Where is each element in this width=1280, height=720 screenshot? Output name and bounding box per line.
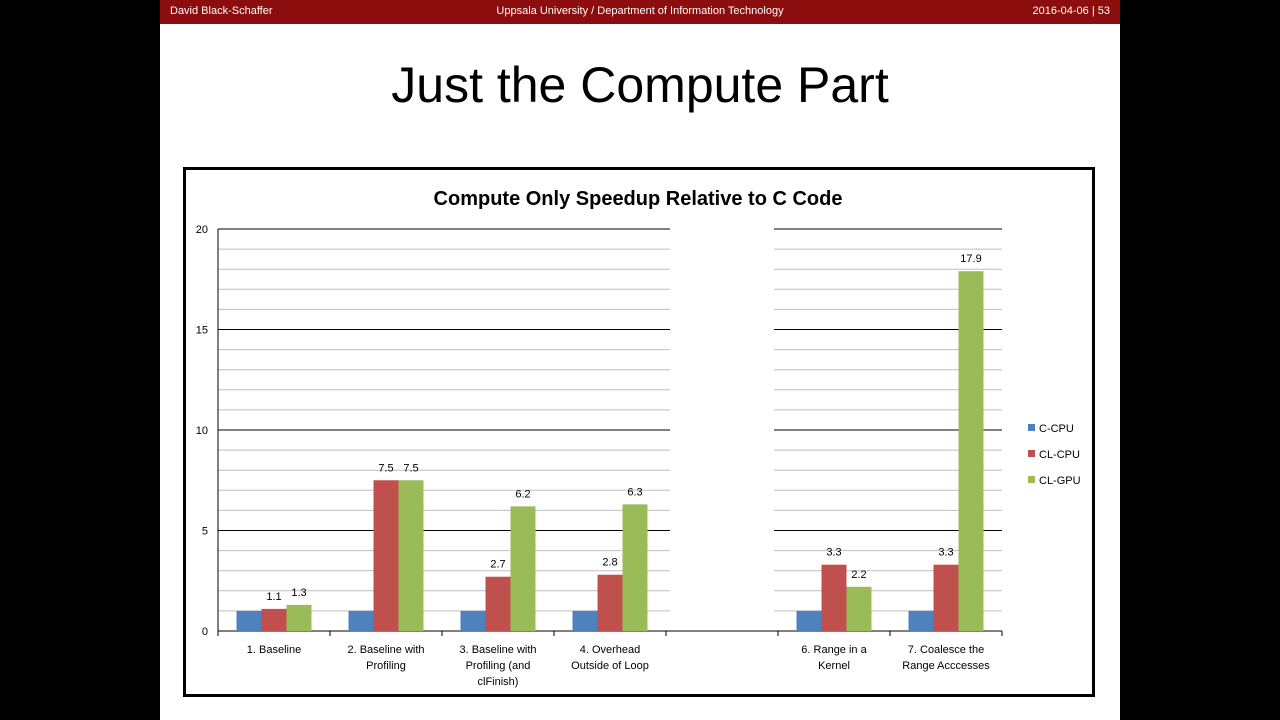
- legend-label-c-cpu: C-CPU: [1039, 423, 1074, 435]
- slide: David Black-Schaffer Uppsala University …: [160, 0, 1120, 720]
- x-category-label: 3. Baseline with Profiling (and clFinish): [459, 644, 536, 688]
- bar-cl-cpu: [821, 564, 847, 631]
- bar-cl-gpu: [286, 604, 312, 631]
- y-tick-label: 5: [202, 526, 208, 538]
- bar-cl-gpu: [622, 504, 648, 631]
- data-label: 17.9: [960, 253, 981, 265]
- header-bar: David Black-Schaffer Uppsala University …: [160, 0, 1120, 24]
- data-label: 1.1: [266, 591, 281, 603]
- y-tick-label: 0: [202, 626, 208, 638]
- bar-c-cpu: [348, 610, 374, 631]
- legend-label-cl-cpu: CL-CPU: [1039, 449, 1080, 461]
- author-name: David Black-Schaffer: [170, 5, 273, 17]
- data-label: 2.7: [490, 559, 505, 571]
- data-label: 6.2: [515, 488, 530, 500]
- x-category-label: 2. Baseline with Profiling: [347, 644, 424, 672]
- data-label: 3.3: [938, 547, 953, 559]
- data-label: 1.3: [291, 587, 306, 599]
- legend-swatch-c-cpu: [1028, 424, 1035, 431]
- data-label: 2.2: [851, 569, 866, 581]
- bar-chart: Compute Only Speedup Relative to C Code 0…: [196, 188, 1081, 688]
- bar-cl-cpu: [261, 608, 287, 631]
- chart-frame: Compute Only Speedup Relative to C Code 0…: [183, 167, 1095, 697]
- bar-cl-gpu: [510, 506, 536, 631]
- y-tick-label: 15: [196, 325, 208, 337]
- date-page-number: 2016-04-06 | 53: [1032, 5, 1110, 17]
- data-label: 2.8: [602, 557, 617, 569]
- bar-cl-gpu: [846, 586, 872, 631]
- x-category-label: 7. Coalesce the Range Acccesses: [902, 644, 990, 672]
- x-category-label: 4. Overhead Outside of Loop: [571, 644, 649, 672]
- chart-title: Compute Only Speedup Relative to C Code: [434, 188, 843, 210]
- legend-swatch-cl-cpu: [1028, 450, 1035, 457]
- bar-cl-cpu: [933, 564, 959, 631]
- x-category-label: 6. Range in a Kernel: [801, 644, 867, 672]
- data-label: 6.3: [627, 486, 642, 498]
- empty-category-gap: [670, 228, 774, 632]
- y-tick-label: 20: [196, 224, 208, 236]
- legend-label-cl-gpu: CL-GPU: [1039, 475, 1081, 487]
- y-tick-label: 10: [196, 425, 208, 437]
- bar-c-cpu: [908, 610, 934, 631]
- bar-c-cpu: [460, 610, 486, 631]
- bar-cl-cpu: [373, 480, 399, 631]
- bar-cl-cpu: [485, 576, 511, 631]
- bar-cl-gpu: [958, 271, 984, 631]
- bar-cl-gpu: [398, 480, 424, 631]
- data-label: 3.3: [826, 547, 841, 559]
- bar-c-cpu: [236, 610, 262, 631]
- data-label: 7.5: [378, 462, 393, 474]
- data-label: 7.5: [403, 462, 418, 474]
- bar-c-cpu: [572, 610, 598, 631]
- x-category-label: 1. Baseline: [247, 644, 301, 656]
- legend-swatch-cl-gpu: [1028, 476, 1035, 483]
- institution-name: Uppsala University / Department of Infor…: [496, 5, 784, 17]
- slide-title: Just the Compute Part: [391, 57, 889, 113]
- bar-c-cpu: [796, 610, 822, 631]
- bar-cl-cpu: [597, 574, 623, 631]
